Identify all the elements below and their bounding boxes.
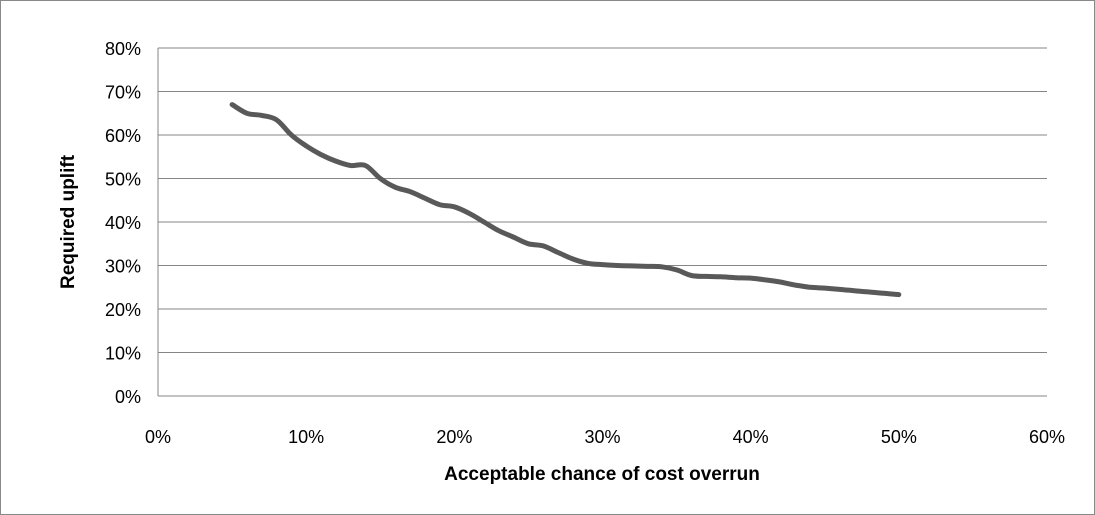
x-tick-label: 10% [288,427,324,447]
gridlines [158,47,1047,353]
x-tick-label: 20% [436,427,472,447]
y-tick-label: 0% [115,387,141,407]
y-tick-label: 20% [105,300,141,320]
x-tick-labels: 0% 10% 20% 30% 40% 50% 60% [145,427,1065,447]
x-axis-title: Acceptable chance of cost overrun [444,464,760,485]
series-line-0 [229,102,902,298]
y-tick-label: 80% [105,39,141,59]
x-tick-label: 40% [733,427,769,447]
x-tick-label: 0% [145,427,171,447]
x-tick-label: 50% [881,427,917,447]
y-axis-title: Required uplift [58,154,79,289]
y-tick-label: 40% [105,213,141,233]
y-tick-labels: 0% 10% 20% 30% 40% 50% 60% 70% 80% [105,39,141,407]
y-tick-label: 70% [105,83,141,103]
y-tick-label: 10% [105,344,141,364]
x-tick-label: 30% [584,427,620,447]
y-tick-label: 60% [105,126,141,146]
y-tick-label: 30% [105,257,141,277]
axes [157,48,1047,397]
data-series [229,102,902,298]
y-tick-label: 50% [105,170,141,190]
x-tick-label: 60% [1029,427,1065,447]
